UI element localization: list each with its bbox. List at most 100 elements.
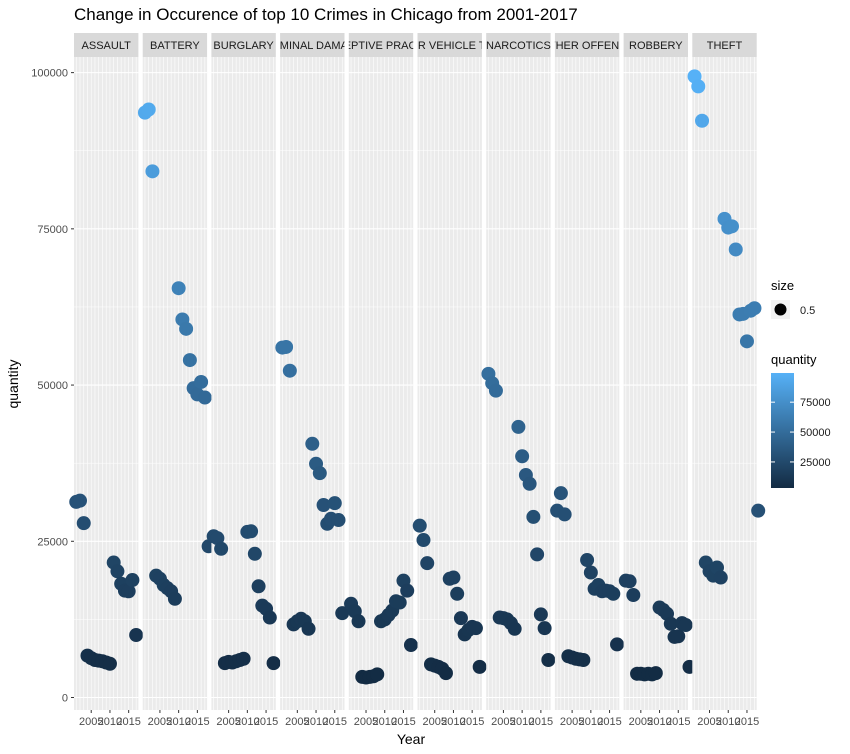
data-point (416, 533, 431, 548)
x-tick-label: 2005 (285, 716, 309, 728)
data-point (301, 621, 316, 636)
legend: size 0.5 quantity 75000 50000 25000 (771, 278, 831, 488)
x-tick-label: 2015 (391, 716, 415, 728)
data-point (626, 588, 641, 603)
x-tick-label: 2010 (98, 716, 122, 728)
data-point (438, 666, 453, 681)
facet-strip-label: DECEPTIVE PRACTICE (320, 40, 441, 52)
data-point (526, 509, 541, 524)
data-point (305, 436, 320, 451)
x-tick-label: 2010 (716, 716, 740, 728)
data-point (472, 659, 487, 674)
x-tick-label: 2005 (491, 716, 515, 728)
data-point (194, 374, 209, 389)
data-point (557, 507, 572, 522)
data-point (262, 610, 277, 625)
data-point (751, 503, 766, 518)
data-point (197, 390, 212, 405)
facet-strip-label: ROBBERY (629, 40, 683, 52)
data-point (695, 113, 710, 128)
data-point (728, 242, 743, 257)
data-point (553, 486, 568, 501)
data-point (141, 102, 156, 117)
x-tick-label: 2010 (647, 716, 671, 728)
legend-size-title: size (771, 278, 794, 293)
data-point (400, 583, 415, 598)
data-point (648, 666, 663, 681)
data-point (121, 584, 136, 599)
x-tick-label: 2015 (460, 716, 484, 728)
data-point (488, 383, 503, 398)
data-point (622, 574, 637, 589)
x-tick-label: 2015 (254, 716, 278, 728)
facet-strip-label: THEFT (707, 40, 743, 52)
y-axis: 0 25000 50000 75000 100000 (31, 68, 74, 705)
legend-color-label: 75000 (800, 397, 831, 409)
data-point (583, 565, 598, 580)
facet-strip (692, 33, 757, 57)
x-tick-label: 2005 (697, 716, 721, 728)
data-point (453, 611, 468, 626)
data-point (420, 556, 435, 571)
data-point (316, 498, 331, 513)
legend-size-dot (774, 303, 787, 316)
facet-strip (348, 33, 414, 57)
data-point (663, 616, 678, 631)
x-tick-label: 2015 (597, 716, 621, 728)
data-point (251, 579, 266, 594)
x-tick-label: 2015 (185, 716, 209, 728)
data-point (671, 629, 686, 644)
data-point (691, 79, 706, 94)
x-tick-label: 2005 (422, 716, 446, 728)
data-point (580, 553, 595, 568)
legend-color-label: 50000 (800, 427, 831, 439)
x-tick-label: 2010 (235, 716, 259, 728)
data-point (145, 164, 160, 179)
legend-color-label: 25000 (800, 457, 831, 469)
facet-strip (142, 33, 208, 57)
data-point (279, 339, 294, 354)
facet-strip-label: BATTERY (150, 40, 200, 52)
data-point (610, 637, 625, 652)
facet-strip (554, 33, 620, 57)
facet-strip-label: OTHER OFFENSE (540, 40, 634, 52)
data-point (450, 586, 465, 601)
data-point (129, 628, 144, 643)
y-tick-label: 0 (62, 693, 68, 705)
data-point (335, 606, 350, 621)
facet-strip-label: CRIMINAL DAMAGE (261, 40, 364, 52)
facet-strip-label: BURGLARY (213, 40, 274, 52)
data-point (446, 570, 461, 585)
data-point (247, 546, 262, 561)
x-tick-label: 2010 (441, 716, 465, 728)
data-point (606, 586, 621, 601)
data-point (282, 363, 297, 378)
x-tick-label: 2010 (510, 716, 534, 728)
data-point (214, 541, 229, 556)
facet-panels: ASSAULT200520102015BATTERY200520102015BU… (69, 33, 766, 728)
x-tick-label: 2015 (529, 716, 553, 728)
x-tick-label: 2005 (79, 716, 103, 728)
data-point (182, 353, 197, 368)
y-tick-label: 25000 (37, 536, 68, 548)
data-point (125, 573, 140, 588)
data-point (76, 516, 91, 531)
data-point (236, 651, 251, 666)
data-point (171, 281, 186, 296)
legend-color-title: quantity (771, 352, 817, 367)
data-point (678, 618, 693, 633)
data-point (507, 621, 522, 636)
data-point (533, 607, 548, 622)
facet-strip (74, 33, 139, 57)
data-point (713, 570, 728, 585)
x-axis-title: Year (397, 731, 426, 747)
